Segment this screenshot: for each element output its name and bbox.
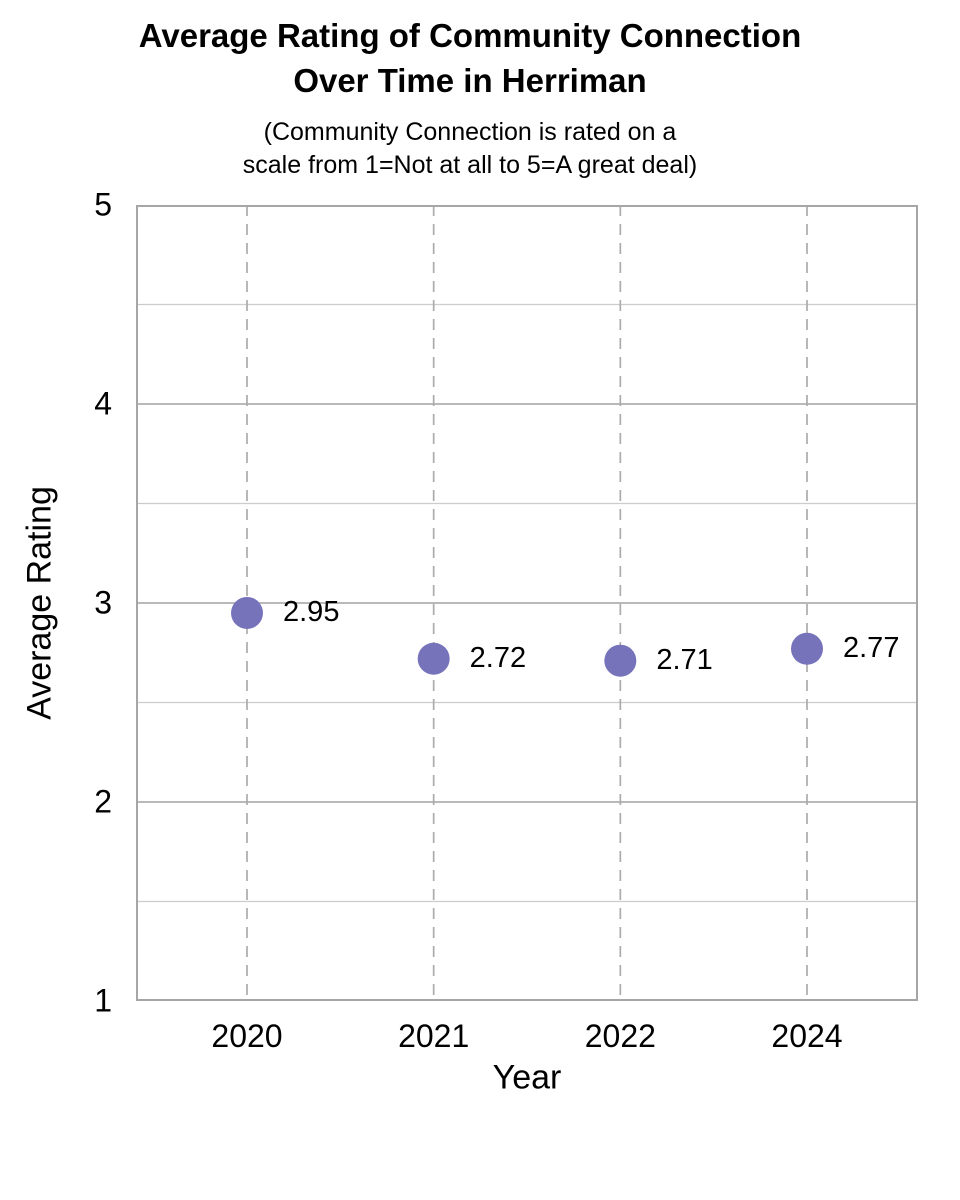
x-tick-2024: 2024 [771,1018,843,1054]
plot-area [136,205,918,1001]
chart-subtitle-line-2: scale from 1=Not at all to 5=A great dea… [242,151,698,179]
chart-subtitle-line-1: (Community Connection is rated on a [263,118,677,146]
data-label-2024: 2.77 [843,631,900,664]
data-label-2022: 2.71 [656,643,713,676]
data-point-2020 [231,596,263,629]
y-tick-3: 3 [94,584,112,621]
x-tick-2021: 2021 [398,1018,470,1054]
y-tick-2: 2 [94,783,112,820]
x-tick-2022: 2022 [584,1018,656,1054]
data-label-2020: 2.95 [283,595,340,628]
chart-subtitle: (Community Connection is rated on a scal… [0,116,940,182]
chart-title-line-2: Over Time in Herriman [293,62,647,99]
data-point-2024 [791,632,823,665]
data-point-2021 [417,642,450,675]
chart-title-line-1: Average Rating of Community Connection [138,17,802,54]
plot-border [136,205,918,1001]
data-label-2021: 2.72 [469,641,527,674]
x-tick-2020: 2020 [211,1018,283,1054]
plot-gridlines-and-points [136,205,918,1001]
chart-title: Average Rating of Community Connection O… [0,13,940,103]
data-point-2022 [604,644,637,677]
y-tick-4: 4 [94,385,112,422]
y-tick-1: 1 [94,982,112,1019]
x-axis-title: Year [492,1058,562,1097]
y-tick-5: 5 [94,186,112,223]
